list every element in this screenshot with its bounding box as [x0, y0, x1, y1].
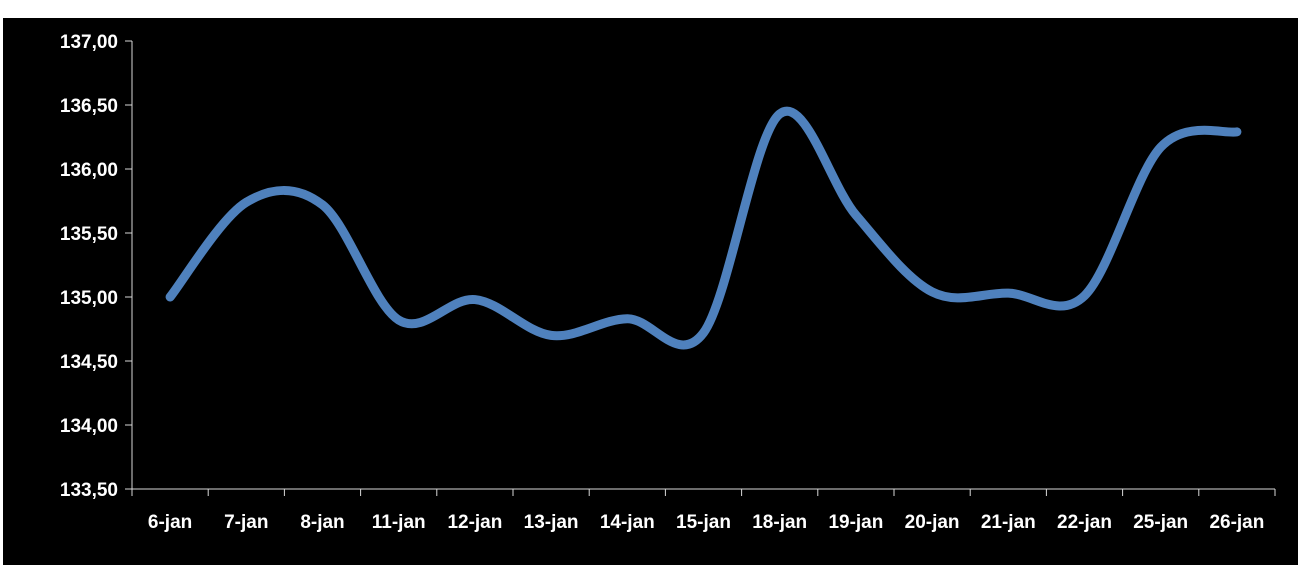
- y-tick-label: 136,50: [60, 96, 118, 117]
- series-layer: [165, 106, 1242, 350]
- x-axis: 6-jan 7-jan 8-jan 11-jan 12-jan 13-jan 14-jan 1…: [131, 488, 1276, 533]
- x-tick-label: 15-jan: [676, 512, 731, 533]
- y-axis: 133,50 134,00 134,50 135,00 135,50 136,00 136,…: [60, 32, 133, 501]
- x-tick-label: 7-jan: [224, 512, 268, 533]
- x-tick-label: 26-jan: [1209, 512, 1264, 533]
- y-tick-label: 135,00: [60, 288, 118, 309]
- x-tick-label: 25-jan: [1133, 512, 1188, 533]
- y-tick-label: 135,50: [60, 224, 118, 245]
- y-tick-label: 137,00: [60, 32, 118, 53]
- series-line: [165, 106, 1242, 350]
- y-tick-label: 133,50: [60, 480, 118, 501]
- y-tick-label: 134,50: [60, 352, 118, 373]
- x-tick-label: 21-jan: [981, 512, 1036, 533]
- x-tick-label: 14-jan: [600, 512, 655, 533]
- x-tick-label: 19-jan: [828, 512, 883, 533]
- y-tick-label: 136,00: [60, 160, 118, 181]
- line-chart: 133,50 134,00 134,50 135,00 135,50 136,00 136,…: [60, 32, 1276, 533]
- x-tick-label: 20-jan: [905, 512, 960, 533]
- x-tick-label: 11-jan: [372, 512, 426, 533]
- x-tick-label: 18-jan: [752, 512, 807, 533]
- x-tick-label: 13-jan: [524, 512, 579, 533]
- x-tick-label: 6-jan: [148, 512, 192, 533]
- y-tick-label: 134,00: [60, 416, 118, 437]
- x-tick-label: 12-jan: [447, 512, 502, 533]
- chart-frame: 133,50 134,00 134,50 135,00 135,50 136,00 136,…: [3, 18, 1298, 565]
- x-tick-label: 8-jan: [300, 512, 344, 533]
- x-tick-label: 22-jan: [1057, 512, 1112, 533]
